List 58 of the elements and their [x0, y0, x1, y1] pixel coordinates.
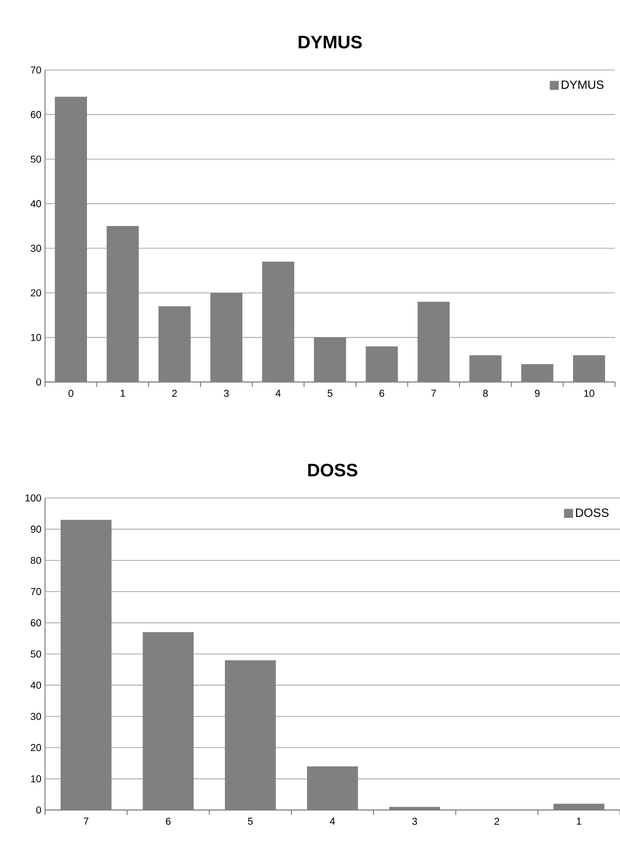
- bar: [158, 306, 190, 382]
- y-tick-label: 10: [30, 334, 41, 341]
- chart-title: DOSS: [308, 464, 358, 476]
- bar: [521, 364, 554, 382]
- legend-label: DYMUS: [562, 80, 604, 89]
- y-tick-label: 90: [30, 526, 41, 533]
- x-tick-label: 7: [431, 390, 436, 397]
- bar: [417, 302, 450, 382]
- bar: [54, 96, 87, 382]
- y-tick-label: 80: [30, 556, 41, 564]
- x-tick-label: 4: [330, 818, 335, 825]
- y-tick-label: 70: [30, 588, 41, 596]
- bar: [142, 632, 194, 810]
- y-tick-label: 70: [30, 66, 41, 74]
- y-tick-label: 60: [30, 111, 41, 118]
- y-tick-label: 50: [30, 156, 41, 163]
- bar: [224, 660, 276, 810]
- bar: [469, 355, 502, 382]
- x-tick-label: 6: [379, 390, 384, 397]
- bar: [210, 292, 242, 382]
- bar: [553, 804, 604, 810]
- y-tick-label: 30: [30, 712, 41, 720]
- x-tick-label: 0: [68, 390, 74, 397]
- y-tick-label: 0: [36, 378, 41, 386]
- x-tick-label: 6: [166, 818, 170, 825]
- bar: [366, 346, 398, 382]
- y-tick-label: 100: [25, 494, 41, 502]
- x-tick-label: 2: [172, 390, 177, 397]
- y-tick-label: 50: [30, 650, 41, 658]
- x-tick-label: 5: [248, 818, 253, 825]
- x-tick-label: 3: [224, 390, 229, 397]
- y-tick-label: 40: [30, 682, 41, 689]
- x-tick-label: 1: [576, 818, 582, 825]
- y-tick-label: 0: [36, 806, 41, 814]
- bar: [60, 520, 112, 810]
- x-tick-label: 2: [494, 818, 499, 825]
- x-tick-label: 10: [584, 390, 594, 397]
- bar: [572, 355, 605, 382]
- x-tick-label: 1: [120, 390, 125, 397]
- y-tick-label: 20: [30, 744, 41, 752]
- y-tick-label: 10: [30, 775, 41, 782]
- bar: [388, 806, 440, 810]
- bar: [106, 226, 139, 382]
- y-tick-label: 40: [30, 200, 41, 208]
- x-tick-label: 5: [327, 390, 332, 397]
- y-tick-label: 30: [30, 244, 41, 252]
- x-tick-label: 4: [275, 390, 280, 397]
- x-tick-label: 3: [412, 818, 417, 825]
- x-tick-label: 9: [534, 390, 540, 397]
- x-tick-label: 8: [482, 390, 488, 397]
- bar: [262, 262, 294, 382]
- chart-title: DYMUS: [298, 36, 362, 48]
- legend-label: DOSS: [576, 508, 608, 517]
- x-tick-label: 7: [84, 818, 88, 825]
- bar: [306, 766, 358, 810]
- bar: [314, 337, 346, 382]
- y-tick-label: 60: [30, 619, 41, 626]
- y-tick-label: 20: [30, 289, 41, 296]
